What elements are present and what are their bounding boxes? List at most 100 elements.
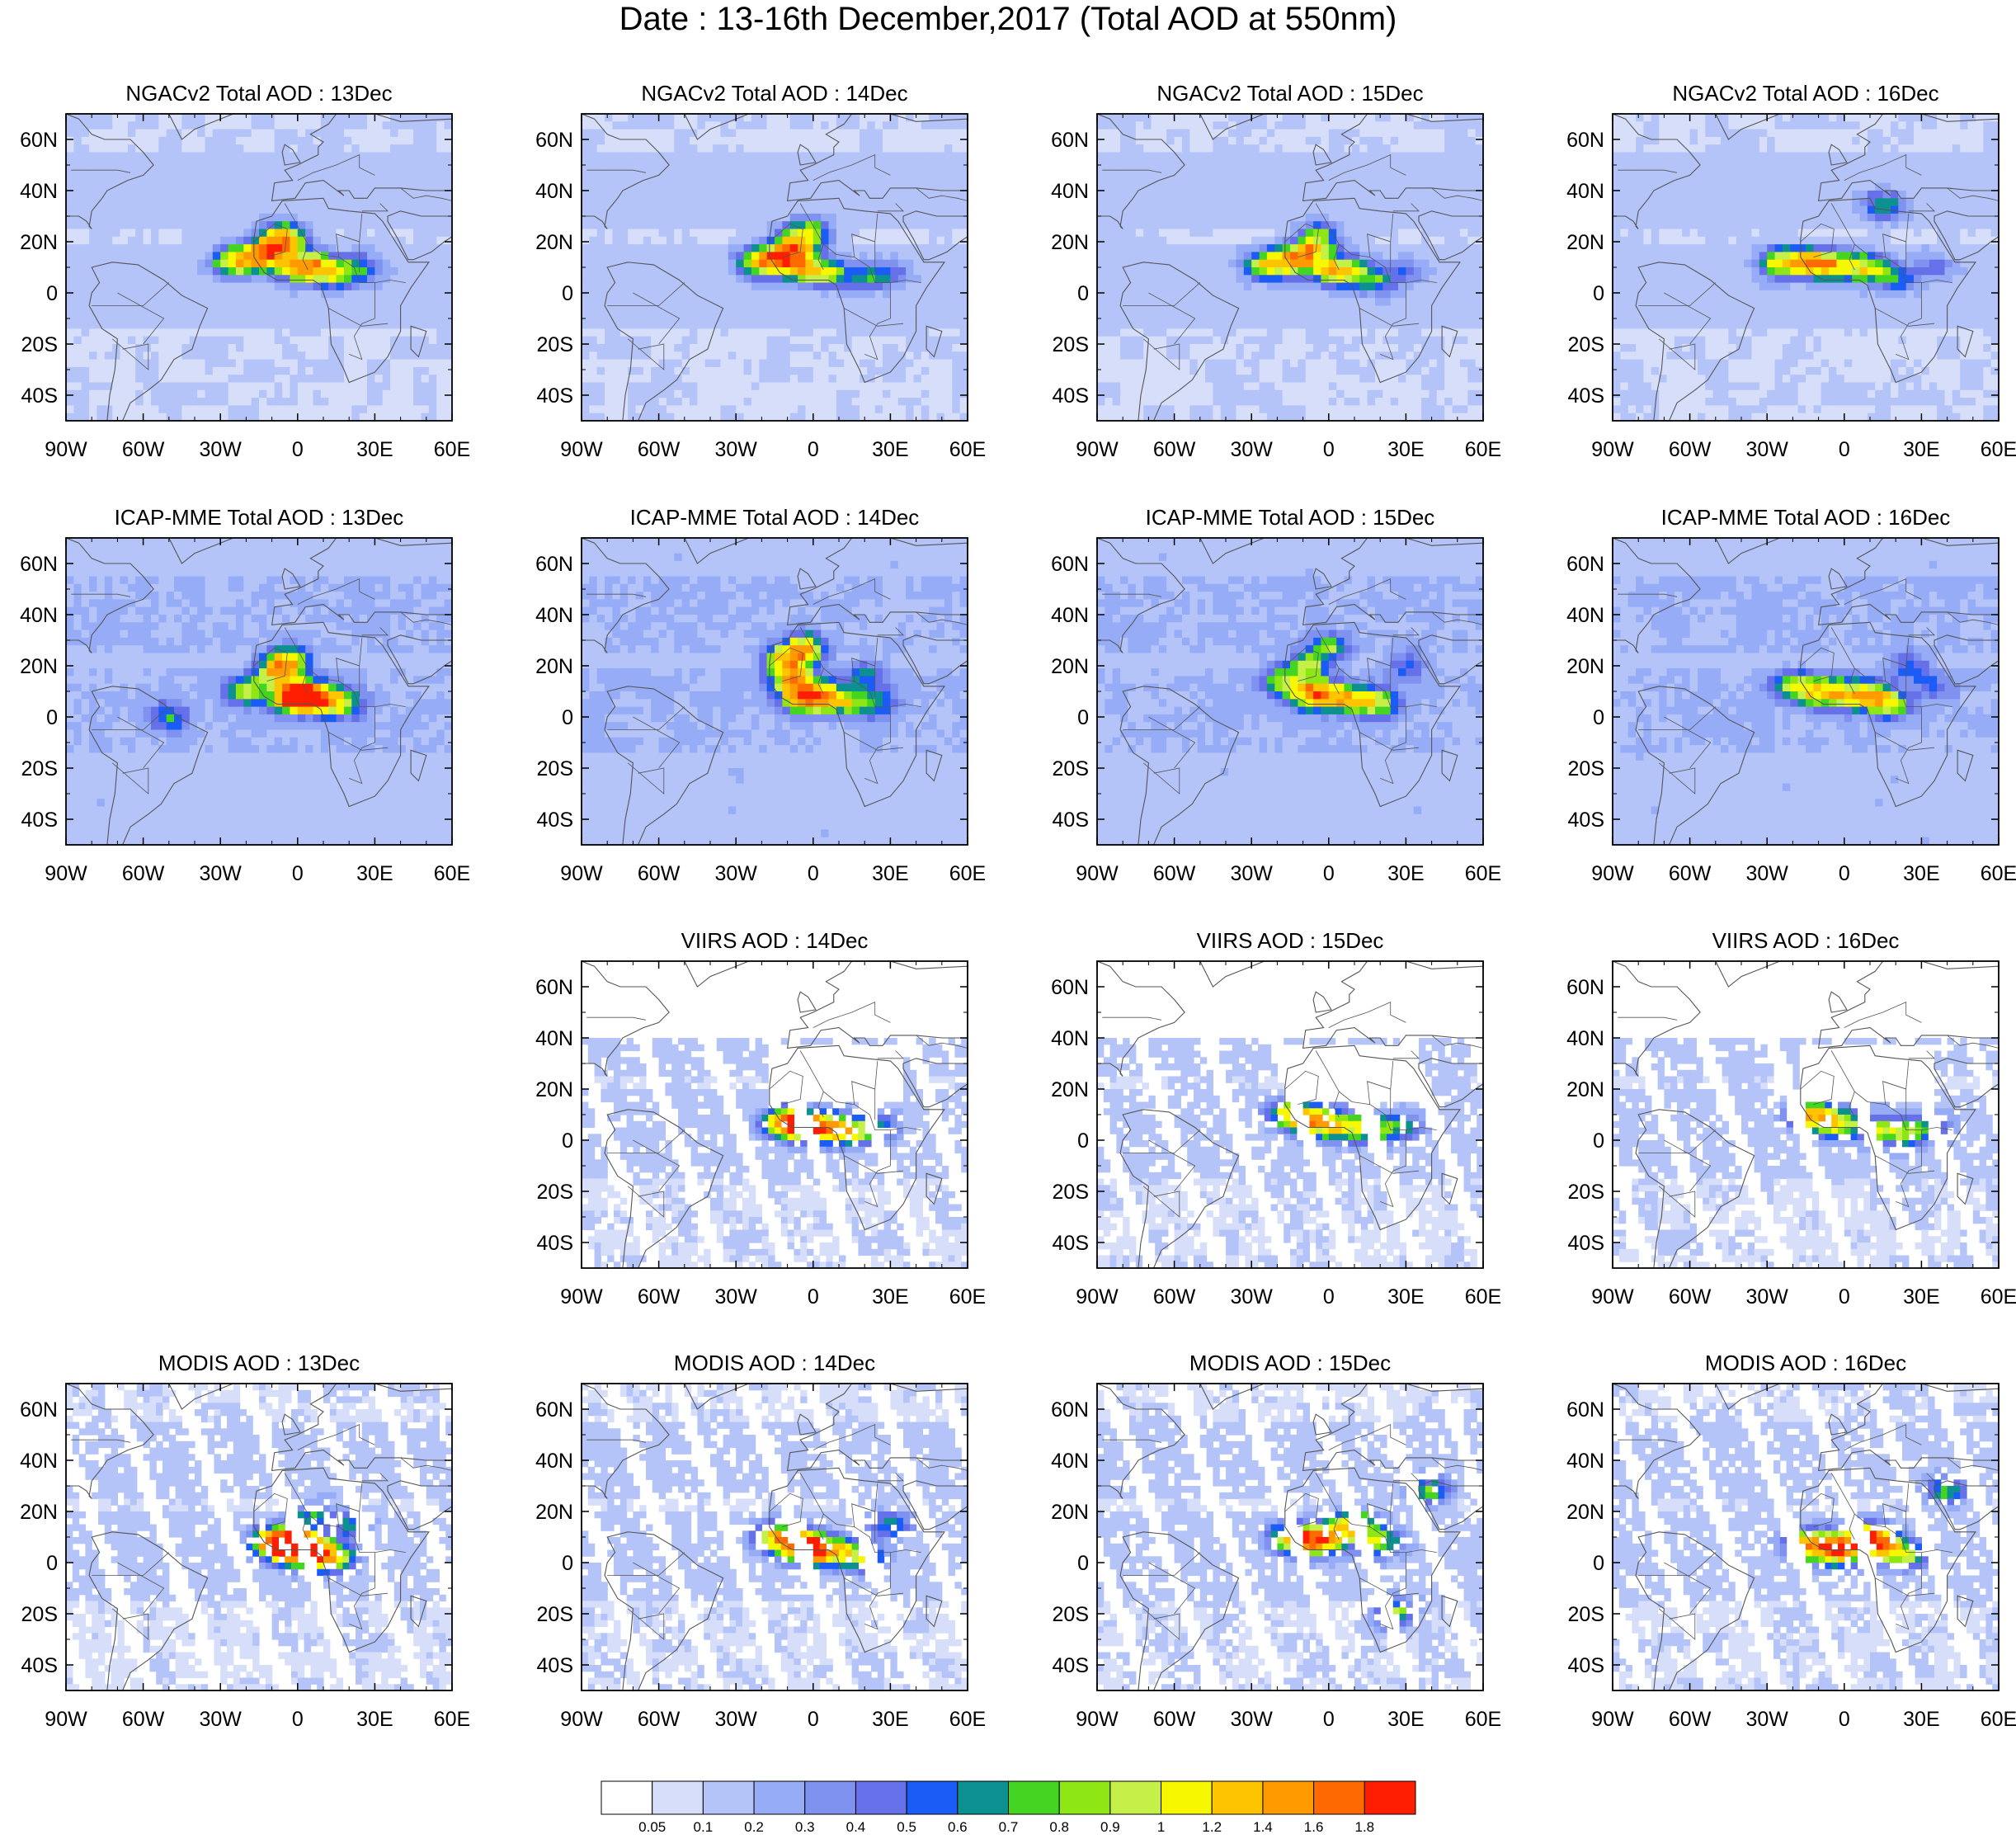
lat-tick-label: 40N <box>20 1450 58 1473</box>
colorbar: 0.05 0.1 0.2 0.3 0.4 0.5 0.6 0.7 0.8 0.9 1 1.2 1.4 1.… <box>0 1774 2016 1839</box>
lon-tick-label: 90W <box>1076 1285 1119 1309</box>
lon-tick-label: 0 <box>1323 862 1335 885</box>
panel-title: ICAP-MME Total AOD : 16Dec <box>1661 505 1951 530</box>
panel-title: MODIS AOD : 16Dec <box>1705 1351 1906 1375</box>
lat-tick-label: 20N <box>1051 1078 1089 1101</box>
lat-tick-label: 20N <box>20 655 58 678</box>
lon-tick-label: 60W <box>1669 438 1712 461</box>
lat-tick-label: 20N <box>535 655 573 678</box>
lat-tick-label: 20S <box>537 333 573 356</box>
lat-tick-label: 40N <box>1051 1027 1089 1050</box>
lon-tick-label: 60W <box>1153 1285 1196 1309</box>
lon-tick-label: 60W <box>1153 862 1196 885</box>
lon-tick-label: 60W <box>638 438 681 461</box>
lat-tick-label: 40N <box>535 1450 573 1473</box>
coastlines <box>1613 114 1999 421</box>
lon-tick-label: 60E <box>1465 1285 1501 1309</box>
lat-tick-label: 20N <box>20 1501 58 1524</box>
colorbar-swatch <box>804 1780 856 1815</box>
lat-tick-label: 60N <box>20 1398 58 1422</box>
lat-tick-label: 20S <box>21 333 58 356</box>
lon-tick-label: 30E <box>1387 1708 1424 1731</box>
lat-tick-label: 40S <box>537 1654 573 1677</box>
panel-title: NGACv2 Total AOD : 15Dec <box>1156 81 1423 106</box>
colorbar-swatch <box>906 1780 959 1815</box>
colorbar-swatch <box>1008 1780 1060 1815</box>
lat-tick-label: 20S <box>1053 1181 1089 1204</box>
aod-field <box>66 1384 452 1690</box>
lon-tick-label: 30E <box>872 438 908 461</box>
lat-tick-label: 0 <box>562 706 573 729</box>
lat-tick-label: 20S <box>1053 757 1089 780</box>
lon-tick-label: 30W <box>199 862 242 885</box>
coastlines <box>582 538 968 845</box>
colorbar-swatch <box>1262 1780 1315 1815</box>
lat-tick-label: 40N <box>20 604 58 627</box>
lon-tick-label: 0 <box>1839 438 1850 461</box>
lon-tick-label: 30W <box>1230 1285 1273 1309</box>
lat-tick-label: 20N <box>535 1501 573 1524</box>
lon-tick-label: 90W <box>1591 438 1634 461</box>
lat-tick-label: 0 <box>562 282 573 305</box>
lat-tick-label: 0 <box>1077 282 1089 305</box>
lon-tick-label: 60W <box>122 1708 165 1731</box>
lon-tick-label: 0 <box>1323 1285 1335 1309</box>
lon-tick-label: 30W <box>714 438 757 461</box>
colorbar-label: 0.1 <box>694 1819 714 1835</box>
lat-tick-label: 60N <box>20 553 58 576</box>
lat-tick-label: 40N <box>1566 1027 1604 1050</box>
colorbar-label: 1 <box>1157 1819 1165 1835</box>
lon-tick-label: 60E <box>949 438 986 461</box>
lon-tick-label: 60W <box>122 438 165 461</box>
colorbar-swatch <box>1161 1780 1213 1815</box>
colorbar-swatch <box>1109 1780 1162 1815</box>
lat-tick-label: 40N <box>1051 180 1089 203</box>
lon-tick-label: 90W <box>1076 438 1119 461</box>
lat-tick-label: 20S <box>1053 333 1089 356</box>
panel-title: NGACv2 Total AOD : 14Dec <box>641 81 907 106</box>
coastlines <box>1097 538 1483 845</box>
aod-field <box>1613 538 1999 845</box>
lon-tick-label: 90W <box>45 862 87 885</box>
colorbar-swatch <box>1058 1780 1111 1815</box>
lon-tick-label: 90W <box>1591 1285 1634 1309</box>
aod-field <box>582 114 968 421</box>
lat-tick-label: 0 <box>46 1552 58 1575</box>
aod-field <box>1097 114 1483 421</box>
lat-tick-label: 60N <box>1566 1398 1604 1422</box>
coastlines <box>66 538 452 845</box>
lon-tick-label: 60E <box>1981 1285 2016 1309</box>
lon-tick-label: 90W <box>1076 1708 1119 1731</box>
lon-tick-label: 60E <box>1465 862 1501 885</box>
lat-tick-label: 0 <box>1593 282 1604 305</box>
lat-tick-label: 20S <box>537 757 573 780</box>
panel-title: MODIS AOD : 13Dec <box>158 1351 360 1375</box>
lon-tick-label: 60W <box>1153 438 1196 461</box>
lon-tick-label: 0 <box>808 1285 819 1309</box>
lat-tick-label: 40S <box>21 809 58 832</box>
lon-tick-label: 30W <box>1745 1708 1788 1731</box>
lat-tick-label: 20S <box>537 1181 573 1204</box>
aod-field <box>1097 1384 1483 1690</box>
lon-tick-label: 30E <box>872 1285 908 1309</box>
colorbar-swatch <box>753 1780 806 1815</box>
colorbar-label: 0.8 <box>1049 1819 1069 1835</box>
lon-tick-label: 30W <box>1745 862 1788 885</box>
coastlines <box>1613 961 1999 1268</box>
lat-tick-label: 40N <box>535 180 573 203</box>
lat-tick-label: 40N <box>1051 1450 1089 1473</box>
colorbar-label: 0.7 <box>999 1819 1019 1835</box>
lat-tick-label: 40N <box>535 1027 573 1050</box>
colorbar-swatch <box>1211 1780 1264 1815</box>
lon-tick-label: 60E <box>949 1285 986 1309</box>
lon-tick-label: 60E <box>434 1708 470 1731</box>
lon-tick-label: 90W <box>560 438 603 461</box>
lat-tick-label: 40S <box>1053 1232 1089 1255</box>
lat-tick-label: 20S <box>1568 757 1604 780</box>
